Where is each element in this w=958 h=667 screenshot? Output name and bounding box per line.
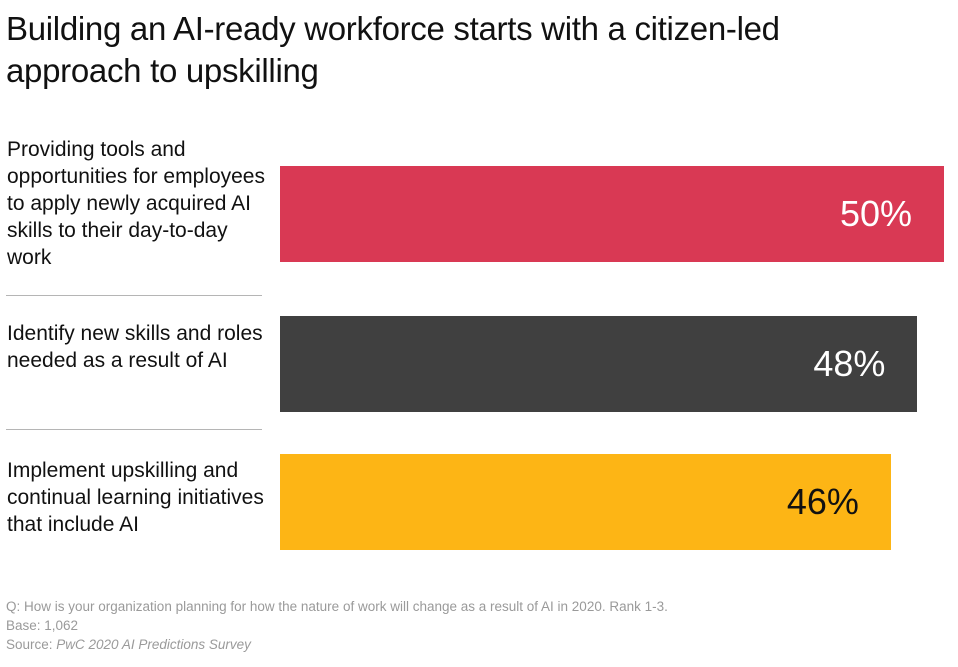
footnote-source: Source: PwC 2020 AI Predictions Survey [6,635,251,654]
bar-value-label: 48% [813,343,886,384]
source-name: PwC 2020 AI Predictions Survey [56,637,251,652]
category-label: Identify new skills and roles needed as … [7,322,263,372]
footnote-question: Q: How is your organization planning for… [6,599,668,614]
source-prefix: Source: [6,637,57,652]
category-label: Providing tools and opportunities for em… [7,138,265,269]
bar: 48% [280,316,918,412]
chart-title: Building an AI-ready workforce starts wi… [6,10,780,89]
row-divider [6,295,262,296]
bar-value-label: 46% [786,481,859,522]
bar: 50% [280,166,944,262]
row-divider [6,429,262,430]
bar: 46% [280,454,891,550]
bar-value-label: 50% [839,193,912,234]
footnote-base: Base: 1,062 [6,618,79,633]
category-label: Implement upskilling and continual learn… [7,459,264,536]
